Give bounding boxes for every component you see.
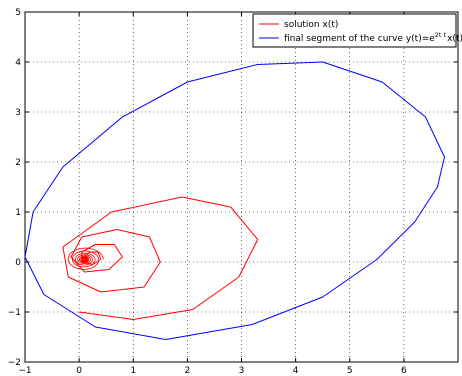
legend-label-final-segment: final segment of the curve y(t)=e2t tx(t… [284, 31, 462, 44]
grid [25, 12, 458, 362]
legend-box [252, 13, 457, 48]
y-tick-label: 1 [15, 208, 21, 218]
y-tick-label: −1 [8, 308, 21, 318]
series-group [24, 61, 445, 340]
x-tick-label: 6 [401, 366, 407, 376]
x-tick-label: 2 [185, 366, 191, 376]
y-tick-label: −2 [8, 358, 21, 368]
legend-label-superscript: 2t t [435, 31, 447, 39]
x-tick-label: 0 [76, 366, 82, 376]
legend-label-tail: x(t) [447, 34, 462, 44]
y-tick-label: 2 [15, 158, 21, 168]
x-tick-label: 5 [347, 366, 353, 376]
x-tick-label: −1 [18, 366, 31, 376]
x-tick-label: 1 [130, 366, 136, 376]
y-tick-label: 3 [15, 108, 21, 118]
y-tick-label: 5 [15, 8, 21, 18]
y-tick-label: 4 [15, 58, 21, 68]
y-tick-label: 0 [15, 258, 21, 268]
series-final-segment-y [24, 61, 445, 340]
legend-label-solution: solution x(t) [284, 20, 338, 30]
x-tick-label: 4 [293, 366, 299, 376]
series-solution-inner-spiral [67, 247, 104, 270]
legend: solution x(t) final segment of the curve… [252, 13, 462, 48]
legend-label-main: final segment of the curve y(t)=e [284, 34, 435, 44]
x-tick-label: 3 [239, 366, 245, 376]
series-solution-x [62, 196, 259, 320]
